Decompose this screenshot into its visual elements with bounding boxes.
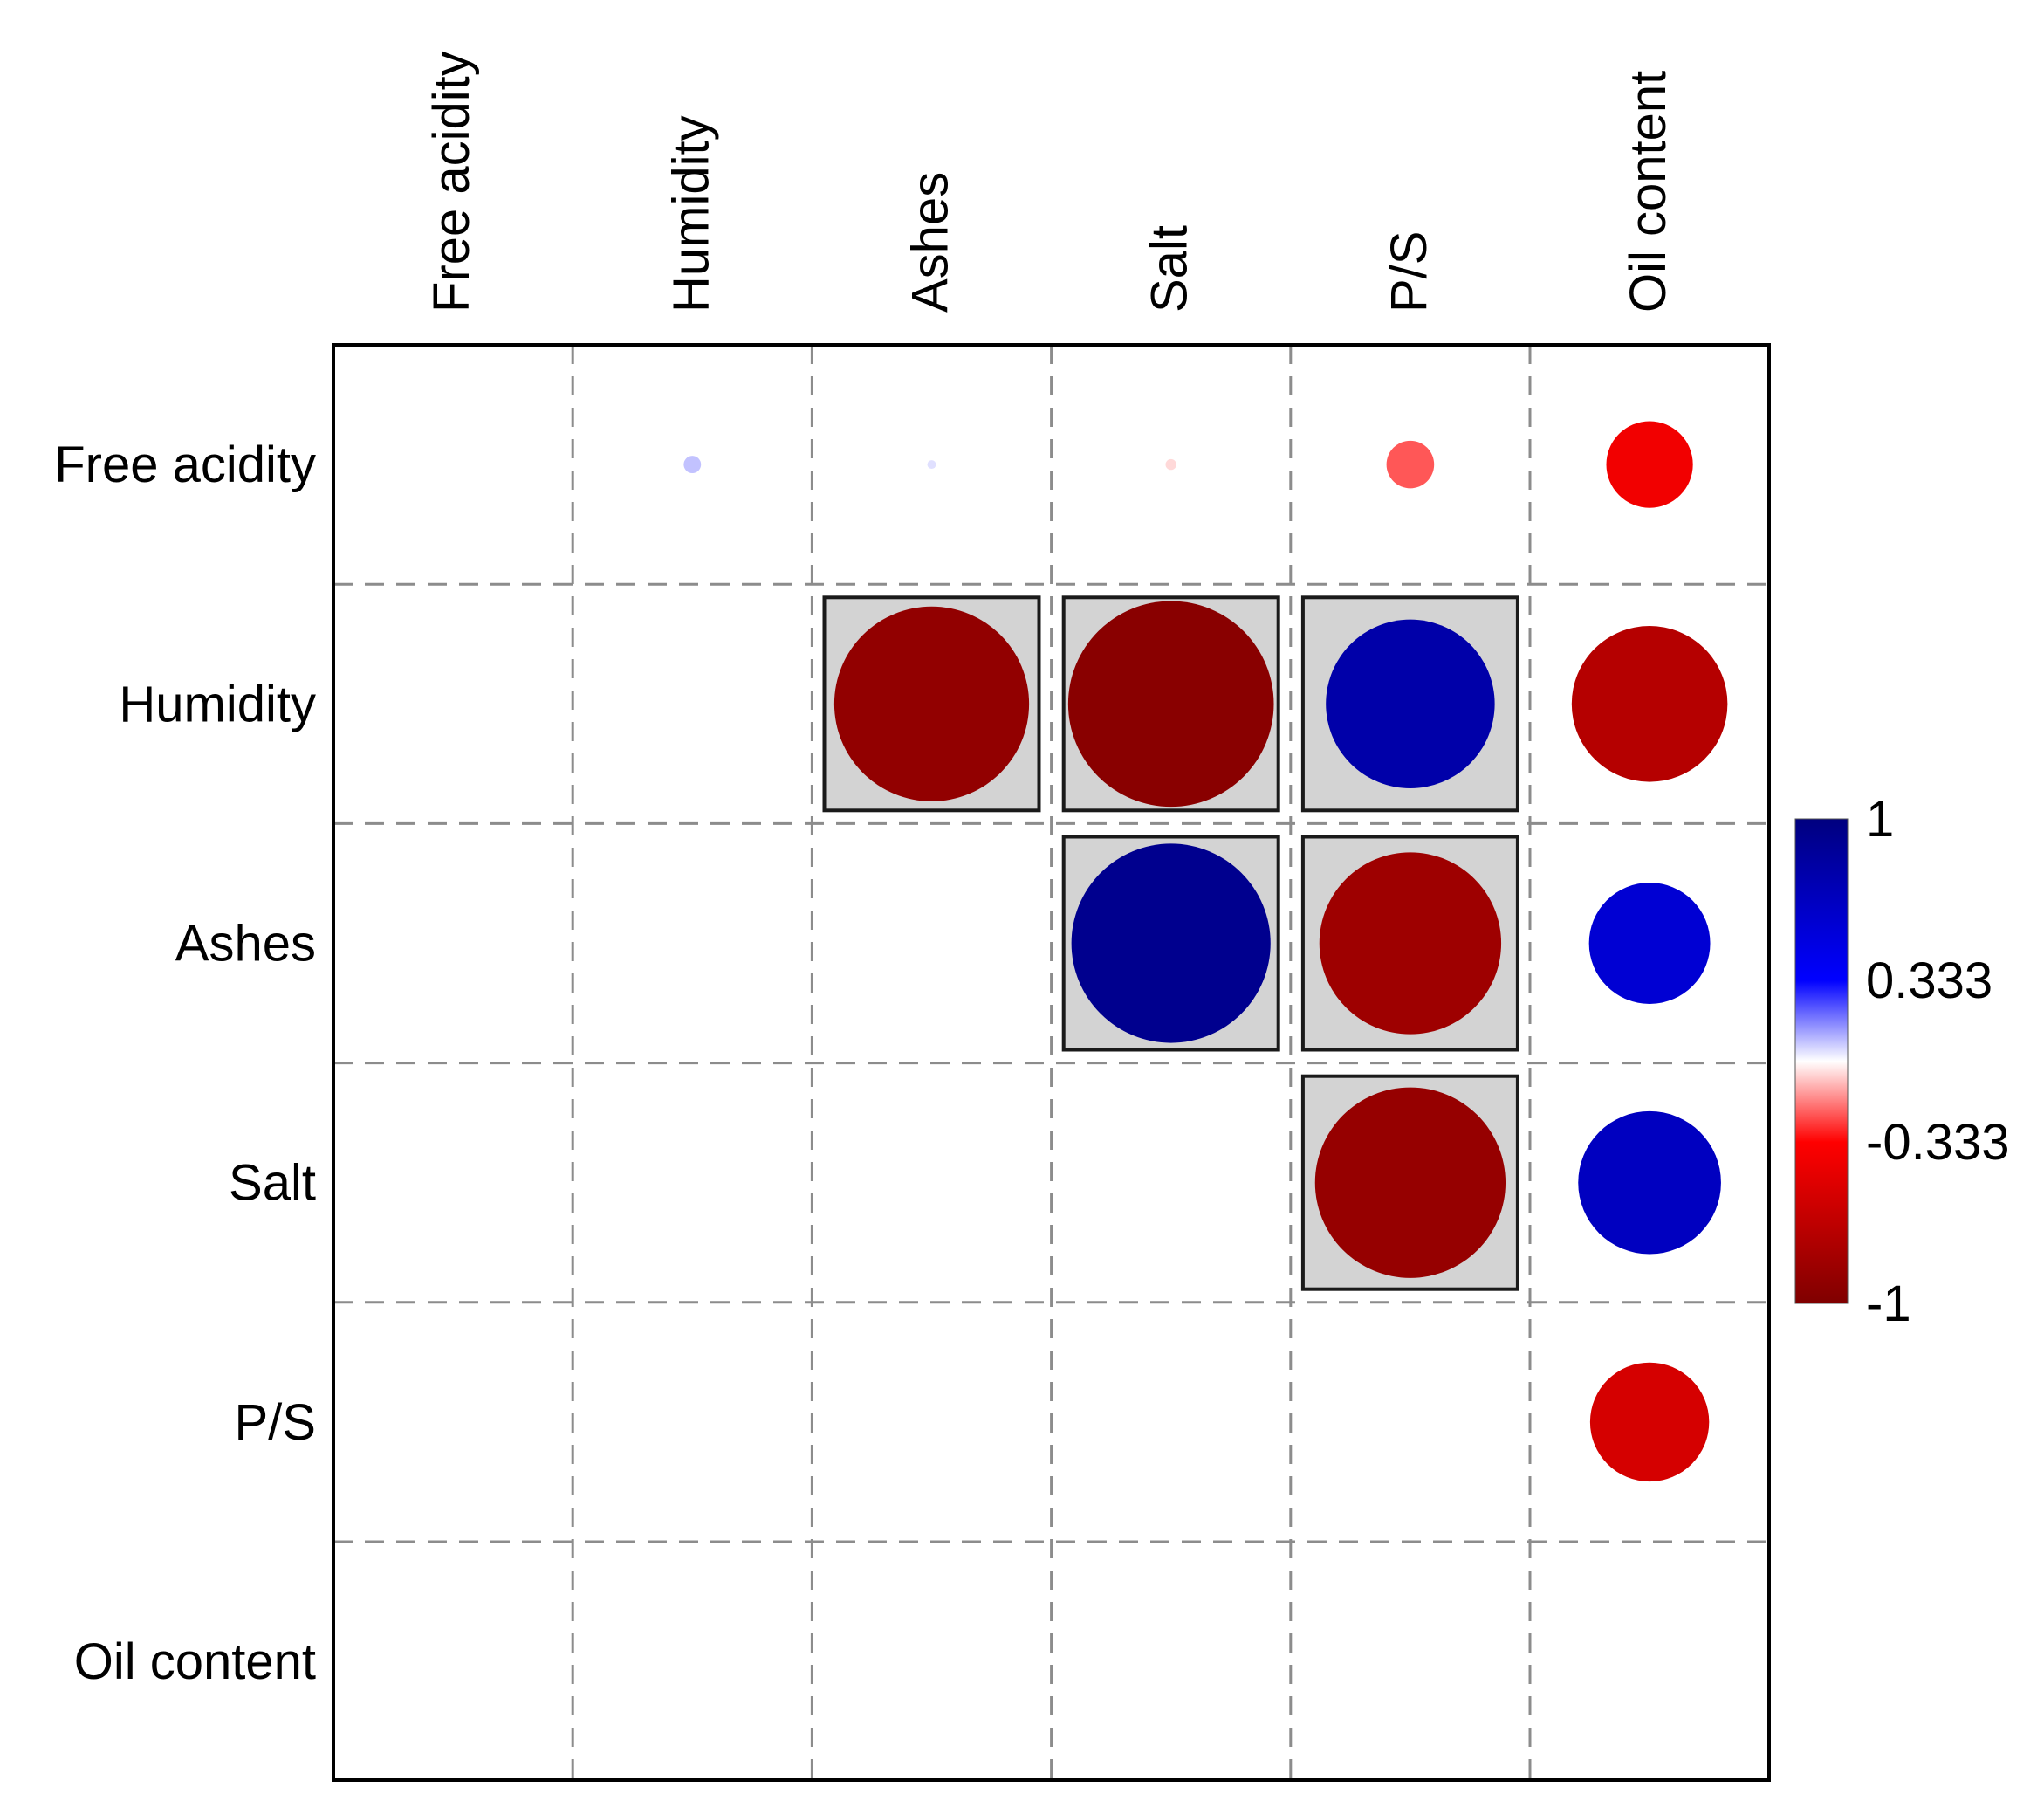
colorbar-tick-label: -1	[1866, 1275, 1911, 1332]
col-label-salt: Salt	[1142, 225, 1198, 313]
col-label-p-s: P/S	[1381, 231, 1437, 313]
row-label-oil-content: Oil content	[74, 1633, 316, 1690]
row-label-p-s: P/S	[235, 1394, 317, 1451]
colorbar-tick-label: -0.333	[1866, 1114, 2009, 1171]
colorbar-ticks: 1 0.333 -0.333 -1	[1866, 791, 2009, 1332]
grid-lines	[333, 345, 1770, 1782]
col-label-ashes: Ashes	[902, 172, 959, 313]
circle-humidity-oil-content	[1571, 626, 1728, 782]
row-label-salt: Salt	[229, 1155, 316, 1212]
circle-ashes-oil-content	[1588, 883, 1711, 1004]
correlation-circles	[683, 421, 1728, 1482]
colorbar: 1 0.333 -0.333 -1	[1794, 791, 2009, 1332]
colorbar-gradient	[1794, 818, 1849, 1304]
circle-free-acidity-p-s	[1386, 440, 1435, 489]
circle-free-acidity-salt	[1165, 458, 1176, 471]
col-label-free-acidity: Free acidity	[423, 51, 480, 313]
col-label-humidity: Humidity	[662, 115, 719, 313]
circle-humidity-ashes	[833, 606, 1030, 801]
row-label-ashes: Ashes	[175, 916, 316, 973]
circle-salt-oil-content	[1578, 1110, 1721, 1255]
circle-free-acidity-ashes	[927, 460, 936, 470]
colorbar-tick-label: 0.333	[1866, 952, 1993, 1009]
plot-frame	[332, 343, 1771, 1782]
row-label-free-acidity: Free acidity	[54, 437, 316, 493]
row-label-humidity: Humidity	[119, 676, 316, 732]
circle-free-acidity-humidity	[683, 456, 702, 474]
column-labels: Free acidity Humidity Ashes Salt P/S Oil cont…	[423, 51, 1677, 313]
circle-humidity-salt	[1067, 601, 1274, 808]
col-label-oil-content: Oil content	[1620, 71, 1677, 313]
circle-humidity-p-s	[1326, 619, 1495, 789]
circle-free-acidity-oil-content	[1606, 421, 1693, 508]
circle-ashes-p-s	[1319, 852, 1502, 1035]
circle-ashes-salt	[1071, 843, 1271, 1043]
circle-p-s-oil-content	[1589, 1362, 1710, 1482]
colorbar-tick-label: 1	[1866, 791, 1894, 848]
row-labels: Free acidity Humidity Ashes Salt P/S Oil cont…	[54, 437, 316, 1690]
circle-salt-p-s	[1314, 1087, 1506, 1278]
